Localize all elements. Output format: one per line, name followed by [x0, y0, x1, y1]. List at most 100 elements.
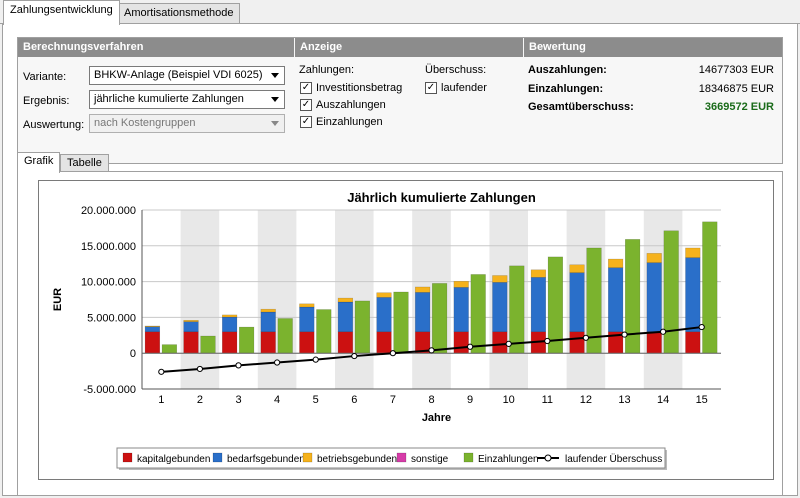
- laufender-checkbox[interactable]: ✓: [425, 82, 437, 94]
- einzahlungen-total-value: 18346875 EUR: [698, 83, 774, 95]
- bar-kapitalgebunden: [453, 331, 469, 354]
- legend-swatch: [212, 452, 223, 463]
- bar-kapitalgebunden: [260, 331, 276, 354]
- x-tick-label: 4: [274, 394, 280, 406]
- gesamtueberschuss-value: 3669572 EUR: [704, 101, 774, 113]
- line-point: [621, 331, 628, 338]
- legend-label: betriebsgebunden: [317, 454, 397, 465]
- legend-label: laufender Überschuss: [565, 453, 662, 465]
- legend-label: bedarfsgebunden: [227, 454, 305, 465]
- bar-bedarfsgebunden: [376, 297, 392, 332]
- bar-bedarfsgebunden: [183, 321, 199, 332]
- auswertung-value: nach Kostengruppen: [94, 117, 196, 129]
- legend-box: [116, 447, 666, 469]
- bar-bedarfsgebunden: [415, 292, 431, 332]
- bar-kapitalgebunden: [222, 331, 238, 354]
- investitionsbetrag-checkbox[interactable]: ✓: [300, 82, 312, 94]
- x-tick-label: 3: [235, 394, 241, 406]
- bar-bedarfsgebunden: [299, 306, 315, 332]
- ueberschuss-label: Überschuss:: [425, 64, 487, 76]
- bar-bedarfsgebunden: [530, 277, 547, 332]
- bar-betriebsgebunden: [260, 308, 276, 313]
- ergebnis-label: Ergebnis:: [23, 95, 70, 107]
- variante-label: Variante:: [23, 71, 67, 83]
- einzahlungen-checkbox[interactable]: ✓: [300, 116, 312, 128]
- bar-bedarfsgebunden: [608, 267, 624, 332]
- line-point: [698, 323, 705, 331]
- bar-kapitalgebunden: [569, 331, 585, 354]
- x-tick-label: 7: [390, 394, 396, 406]
- auszahlungen-total-label: Auszahlungen:: [528, 64, 607, 76]
- laufender-label: laufender: [441, 82, 487, 94]
- auswertung-select[interactable]: nach Kostengruppen: [89, 114, 285, 133]
- settings-panel: Berechnungsverfahren Anzeige Bewertung V…: [17, 37, 783, 164]
- chevron-down-icon: [271, 73, 279, 78]
- bar-kapitalgebunden: [646, 331, 662, 354]
- line-point: [196, 365, 203, 373]
- tab-tabelle[interactable]: Tabelle: [60, 154, 109, 172]
- line-point: [467, 343, 474, 350]
- chart-container: 20.000.000 15.000.000 10.000.000 5.000.000 0…: [17, 171, 783, 496]
- bar-bedarfsgebunden: [222, 316, 238, 332]
- bar-einzahlungen: [547, 256, 563, 354]
- bar-einzahlungen: [239, 326, 255, 354]
- bar-betriebsgebunden: [685, 247, 701, 258]
- y-tick-label: 15.000.000: [81, 241, 136, 253]
- bar-einzahlungen: [200, 335, 216, 354]
- investitionsbetrag-label: Investitionsbetrag: [316, 82, 403, 94]
- bar-einzahlungen: [470, 274, 486, 354]
- berechnung-header: Berechnungsverfahren: [18, 38, 294, 57]
- x-tick-label: 10: [503, 394, 515, 406]
- x-axis-label: Jahre: [422, 412, 451, 424]
- auswertung-label: Auswertung:: [23, 119, 85, 131]
- line-point: [274, 359, 281, 366]
- y-tick-label: 10.000.000: [81, 277, 136, 289]
- y-axis-label: EUR: [52, 288, 64, 311]
- einzahlungen-total-label: Einzahlungen:: [528, 83, 604, 95]
- bar-kapitalgebunden: [492, 331, 508, 354]
- tab-zahlungsentwicklung[interactable]: Zahlungsentwicklung: [3, 0, 120, 25]
- auszahlungen-total-value: 14677303 EUR: [698, 64, 774, 76]
- bar-betriebsgebunden: [299, 303, 315, 308]
- x-tick-label: 2: [197, 394, 203, 406]
- bar-einzahlungen: [161, 344, 177, 354]
- ergebnis-select[interactable]: jährliche kumulierte Zahlungen: [89, 90, 285, 109]
- y-tick-label: -5.000.000: [83, 384, 136, 396]
- zahlungen-label: Zahlungen:: [299, 64, 355, 76]
- chevron-down-icon: [271, 121, 279, 126]
- chart-title: Jährlich kumulierte Zahlungen: [347, 190, 536, 205]
- auszahlungen-checkbox[interactable]: ✓: [300, 99, 312, 111]
- variante-value: BHKW-Anlage (Beispiel VDI 6025): [94, 69, 263, 81]
- tab-amortisationsmethode[interactable]: Amortisationsmethode: [117, 3, 241, 24]
- line-point: [660, 328, 667, 335]
- line-point: [582, 334, 590, 341]
- variante-select[interactable]: BHKW-Anlage (Beispiel VDI 6025): [89, 66, 285, 85]
- tab-grafik[interactable]: Grafik: [17, 152, 61, 173]
- bar-betriebsgebunden: [646, 253, 662, 263]
- legend-swatch: [302, 452, 313, 463]
- line-point: [158, 368, 165, 375]
- chart-svg: 20.000.000 15.000.000 10.000.000 5.000.000 0…: [52, 190, 721, 470]
- bar-betriebsgebunden: [376, 292, 392, 298]
- x-tick-label: 14: [657, 394, 669, 406]
- bar-einzahlungen: [702, 221, 718, 354]
- einzahlungen-label: Einzahlungen: [316, 116, 383, 128]
- x-tick-label: 11: [542, 394, 553, 406]
- bar-betriebsgebunden: [144, 325, 161, 327]
- bar-bedarfsgebunden: [453, 287, 469, 332]
- bar-bedarfsgebunden: [260, 311, 276, 332]
- bar-einzahlungen: [625, 239, 641, 354]
- bar-bedarfsgebunden: [337, 301, 354, 332]
- bewertung-header: Bewertung: [524, 38, 782, 57]
- bar-einzahlungen: [354, 300, 370, 354]
- x-tick-label: 6: [351, 394, 357, 406]
- y-tick-label: 5.000.000: [87, 312, 136, 324]
- x-tick-label: 13: [618, 394, 630, 406]
- bar-bedarfsgebunden: [144, 326, 161, 332]
- bar-betriebsgebunden: [492, 275, 508, 283]
- x-tick-label: 9: [467, 394, 473, 406]
- legend-swatch-point: [544, 454, 552, 462]
- line-point: [428, 347, 435, 354]
- ergebnis-value: jährliche kumulierte Zahlungen: [94, 93, 244, 105]
- top-tab-bar: Zahlungsentwicklung Amortisationsmethode: [0, 0, 800, 25]
